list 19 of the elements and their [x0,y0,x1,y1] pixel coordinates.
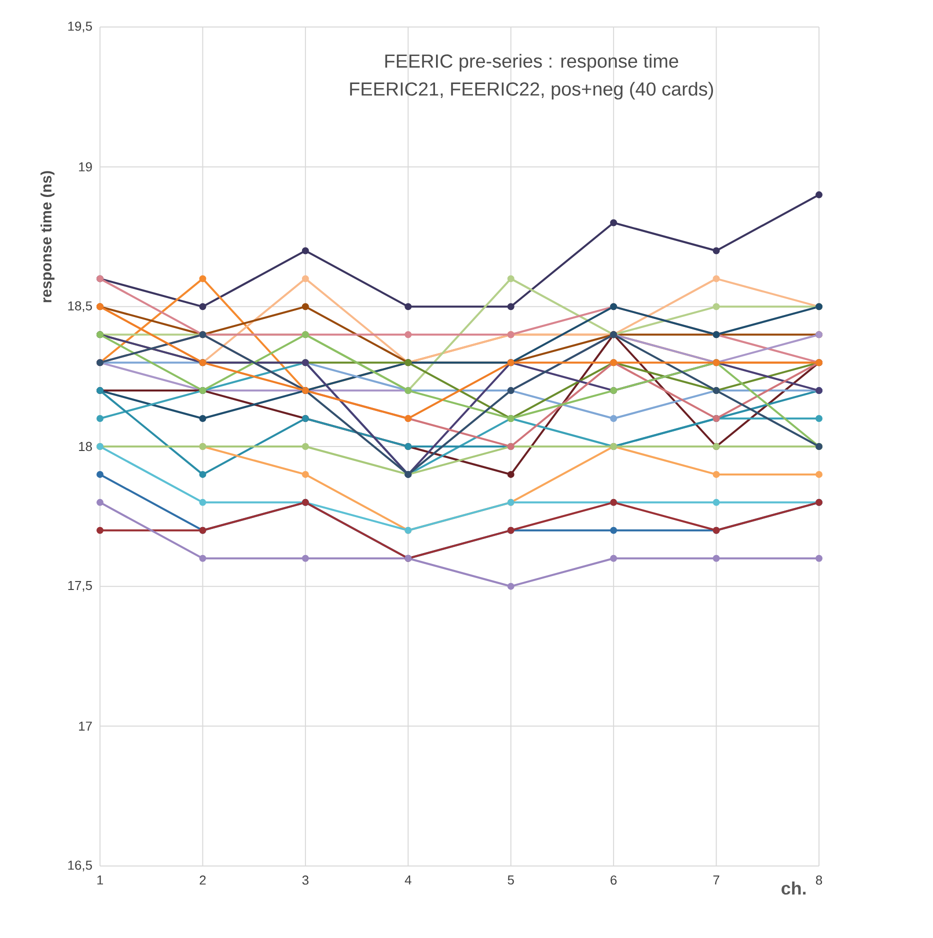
x-tick-label: 7 [713,876,720,884]
y-tick-label: 19,5 [68,22,92,32]
y-tick-label: 16,5 [68,860,92,872]
y-tick-label: 19 [79,162,92,172]
x-tick-label: 8 [816,876,822,885]
y-tick-label: 17,5 [68,581,92,592]
y-tick-label: 18 [79,442,92,452]
text: FEERIC pre-series : response time [385,54,678,72]
x-tick-label: 6 [610,876,617,885]
y-axis-title: response time (ns) [40,171,54,302]
x-tick-label: 3 [302,876,308,885]
x-tick-label: 2 [200,876,206,885]
x-tick-label: 1 [97,876,103,884]
y-tick-label: 18,5 [68,301,92,312]
y-tick-label: 17 [79,722,92,731]
x-axis-title: ch. [782,882,806,895]
x-tick-label: 5 [508,876,514,885]
text: FEERIC21, FEERIC22, pos+neg (40 cards) [350,82,713,100]
x-tick-label: 4 [404,876,412,884]
